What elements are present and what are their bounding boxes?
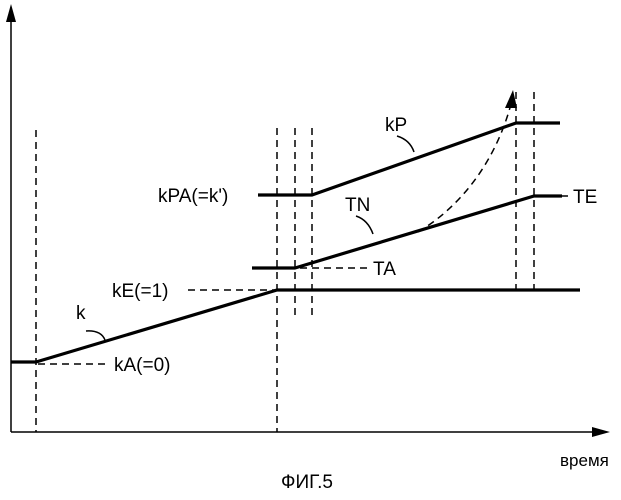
leader-TN [356,216,373,234]
x-axis-label: время [560,451,609,470]
axes [6,4,610,437]
x-axis-arrow [592,427,610,437]
label-k: k [76,303,86,324]
label-kP: kP [385,115,407,136]
label-kPA: kPA(=k') [158,186,228,207]
label-kE: kE(=1) [112,281,169,302]
figure-caption: ФИГ.5 [281,472,333,493]
leader-kP [397,136,414,152]
label-TA: TA [373,259,396,280]
label-TE: TE [573,187,597,208]
leader-k [86,331,105,340]
label-TN: TN [345,195,370,216]
label-kA: kA(=0) [114,355,171,376]
y-axis-arrow [6,4,16,22]
curve-kp [258,123,560,195]
transition-arrow-head [505,90,517,108]
transition-curve [418,104,511,232]
leader-lines [38,136,568,364]
